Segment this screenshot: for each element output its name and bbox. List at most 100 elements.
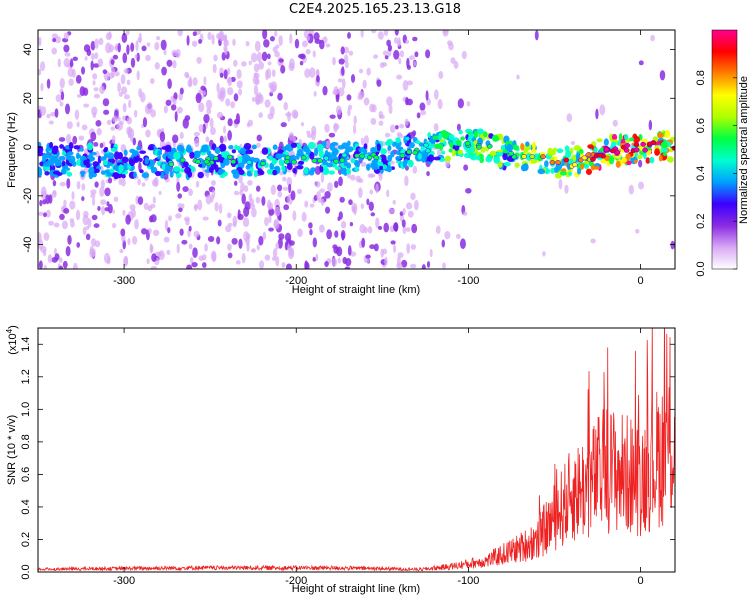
heatmap-speckle — [286, 176, 293, 187]
heatmap-speckle — [187, 79, 193, 88]
heatmap-ridge-mark — [451, 149, 456, 157]
heatmap-speckle — [308, 222, 313, 229]
heatmap-ridge-mark — [370, 146, 377, 154]
heatmap-ridge-mark — [474, 130, 478, 139]
heatmap-speckle — [259, 260, 265, 269]
heatmap-speckle — [96, 128, 102, 136]
heatmap-ridge-mark — [106, 152, 115, 160]
heatmap-ridge-mark — [465, 128, 473, 133]
heatmap-speckle — [42, 199, 47, 205]
heatmap-peak — [633, 147, 640, 153]
heatmap-speckle — [137, 37, 142, 43]
heatmap-speckle — [250, 52, 258, 63]
heatmap-speckle — [412, 165, 418, 174]
heatmap-speckle — [176, 181, 181, 192]
heatmap-speckle — [172, 98, 177, 106]
heatmap-speckle — [340, 220, 347, 229]
heatmap-speckle — [566, 113, 573, 123]
heatmap-speckle — [244, 201, 251, 211]
heatmap-speckle — [332, 244, 338, 250]
heatmap-ridge-mark — [432, 135, 441, 140]
heatmap-speckle — [173, 92, 178, 101]
heatmap-ridge-mark — [363, 143, 368, 150]
heatmap-speckle — [312, 257, 317, 262]
heatmap-speckle — [227, 118, 233, 127]
heatmap-speckle — [140, 92, 146, 103]
heatmap-speckle — [232, 215, 238, 226]
heatmap-speckle — [255, 196, 261, 204]
heatmap-speckle — [383, 30, 389, 37]
heatmap-speckle — [376, 79, 382, 87]
heatmap-ridge-mark — [463, 152, 471, 159]
heatmap-speckle — [210, 180, 216, 186]
heatmap-x-tick-label: 0 — [638, 275, 644, 287]
heatmap-speckle — [297, 228, 303, 238]
heatmap-ridge-mark — [43, 161, 50, 168]
colorbar-label: Normalized spectral amplitude — [738, 76, 750, 224]
heatmap-ridge-mark — [44, 170, 50, 176]
heatmap-speckle — [270, 184, 276, 196]
heatmap-speckle — [181, 239, 188, 245]
heatmap-ridge-mark — [550, 167, 555, 174]
heatmap-speckle — [261, 196, 266, 206]
heatmap-speckle — [225, 98, 231, 107]
heatmap-speckle — [251, 96, 256, 102]
heatmap-ridge-mark — [376, 143, 381, 151]
heatmap-speckle — [216, 236, 221, 245]
heatmap-peak — [511, 154, 518, 160]
heatmap-peak — [366, 155, 373, 160]
heatmap-ridge-mark — [92, 161, 100, 167]
heatmap-ridge-mark — [189, 151, 195, 159]
heatmap-speckle — [59, 213, 65, 221]
heatmap-speckle — [542, 250, 546, 257]
heatmap-speckle — [362, 79, 367, 89]
heatmap-speckle — [94, 181, 99, 188]
heatmap-speckle — [236, 80, 243, 89]
heatmap-speckle — [245, 41, 250, 47]
heatmap-speckle — [71, 68, 76, 79]
heatmap-speckle — [414, 199, 419, 211]
heatmap-speckle — [326, 229, 332, 240]
heatmap-ridge-mark — [167, 151, 174, 160]
colorbar-tick-label: 0.6 — [695, 118, 707, 133]
heatmap-speckle — [136, 70, 140, 81]
heatmap-speckle — [47, 254, 53, 263]
heatmap-speckle — [318, 224, 325, 233]
heatmap-speckle — [154, 62, 160, 70]
heatmap-speckle — [268, 214, 272, 224]
heatmap-speckle — [85, 233, 91, 241]
heatmap-ridge-mark — [73, 145, 80, 150]
heatmap-speckle — [125, 30, 130, 36]
snr-y-axis-label: SNR (10 * v/v) — [6, 415, 18, 485]
heatmap-speckle — [335, 105, 342, 116]
heatmap-speckle — [406, 243, 411, 254]
heatmap-speckle — [185, 218, 190, 226]
snr-y-ticks: 0.0 0.2 0.4 0.6 0.8 1.0 1.2 1.4 — [20, 337, 675, 580]
heatmap-speckle — [93, 93, 101, 99]
heatmap-ridge-mark — [438, 132, 443, 141]
heatmap-ridge-mark — [173, 151, 181, 160]
heatmap-ridge-mark — [469, 145, 476, 153]
heatmap-speckle — [46, 113, 51, 119]
heatmap-speckle — [48, 220, 55, 226]
heatmap-peak — [623, 147, 630, 153]
heatmap-speckle — [368, 201, 374, 212]
heatmap-ridge-mark — [395, 159, 401, 164]
heatmap-speckle — [254, 78, 260, 86]
heatmap-speckle — [261, 51, 268, 62]
heatmap-speckle — [279, 171, 284, 176]
heatmap-speckle — [337, 257, 341, 264]
heatmap-speckle — [59, 77, 65, 89]
heatmap-speckle — [94, 240, 101, 248]
heatmap-speckle — [358, 187, 363, 199]
heatmap-speckle — [117, 116, 121, 122]
heatmap-ridge-mark — [346, 140, 351, 147]
heatmap-ridge-mark — [302, 145, 310, 153]
heatmap-ridge-mark — [400, 149, 405, 155]
heatmap-speckle — [202, 123, 206, 134]
heatmap-peak — [284, 159, 290, 165]
heatmap-speckle — [72, 135, 78, 145]
heatmap-speckle — [93, 87, 99, 92]
heatmap-speckle — [319, 188, 326, 193]
heatmap-speckle — [227, 252, 233, 259]
